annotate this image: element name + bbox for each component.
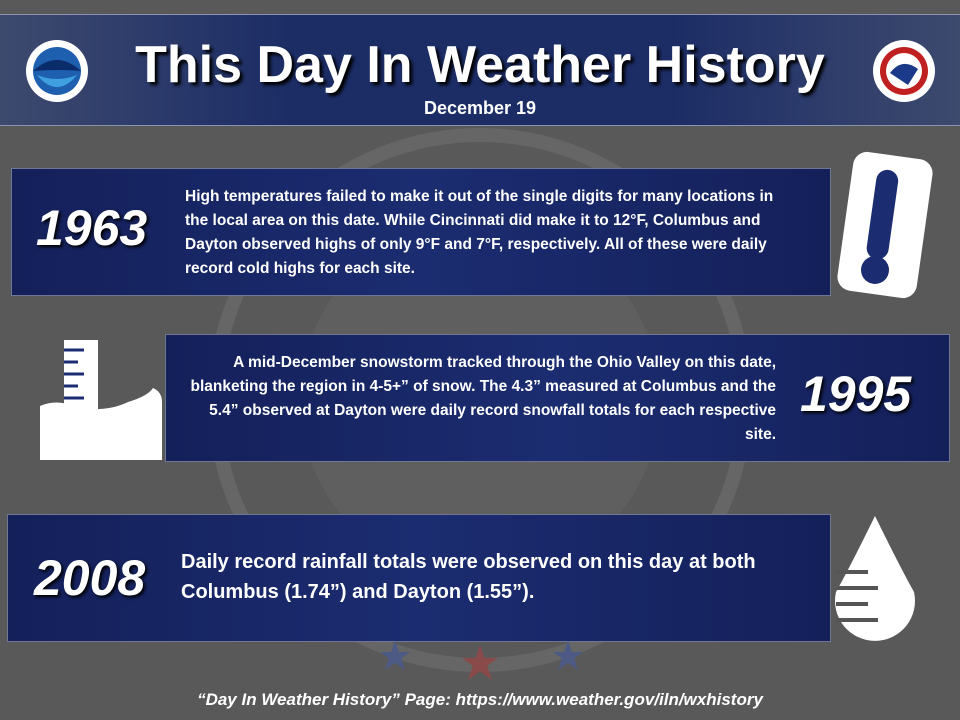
raindrop-icon (835, 516, 915, 641)
entry-text: A mid-December snowstorm tracked through… (190, 354, 776, 443)
header: This Day In Weather History December 19 (0, 14, 960, 126)
year: 1995 (800, 366, 912, 422)
year: 2008 (34, 550, 146, 606)
date: December 19 (423, 98, 537, 118)
entry-panel: 1963 High temperatures failed to make it… (11, 168, 831, 296)
thermometer-icon (837, 151, 933, 299)
entry-panel: A mid-December snowstorm tracked through… (165, 334, 950, 462)
entry-panel: 2008 Daily record rainfall totals were o… (7, 514, 831, 642)
noaa-logo (26, 40, 88, 102)
nws-logo (873, 40, 935, 102)
footer: “Day In Weather History” Page: https://w… (197, 690, 763, 709)
year: 1963 (36, 200, 148, 256)
entry-text: High temperatures failed to make it out … (185, 188, 774, 277)
entry-text: Daily record rainfall totals were observ… (181, 551, 756, 603)
snow-gauge-icon (40, 340, 162, 460)
title: This Day In Weather History (135, 36, 825, 94)
